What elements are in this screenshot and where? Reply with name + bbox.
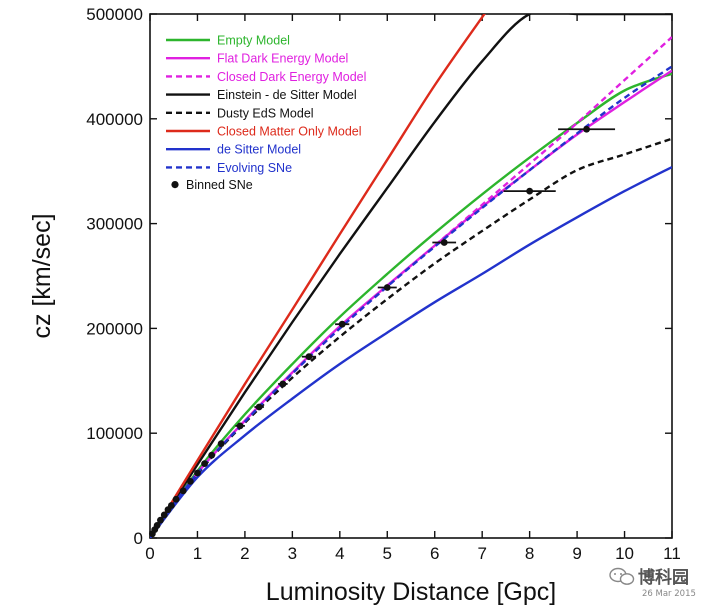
- plot-frame: [149, 13, 673, 539]
- x-tick-label: 2: [240, 544, 249, 563]
- series-line-einstein-de-sitter-model: [150, 14, 672, 538]
- legend-swatch-binned-sne: [171, 181, 179, 189]
- legend-label-flat-dark-energy-model: Flat Dark Energy Model: [217, 52, 348, 66]
- series-line-evolving-sne: [150, 65, 672, 538]
- legend-label-closed-dark-energy-model: Closed Dark Energy Model: [217, 70, 366, 84]
- x-tick-label: 4: [335, 544, 344, 563]
- binned-sne-point: [160, 511, 168, 519]
- binned-sne-point: [279, 380, 287, 388]
- legend-label-einstein-de-sitter-model: Einstein - de Sitter Model: [217, 88, 357, 102]
- x-tick-label: 11: [663, 544, 681, 563]
- series-line-dusty-eds-model: [150, 137, 672, 538]
- x-tick-label: 10: [615, 544, 634, 563]
- binned-sne-point: [179, 487, 187, 495]
- y-tick-label: 200000: [86, 319, 143, 338]
- legend-label-dusty-eds-model: Dusty EdS Model: [217, 106, 314, 120]
- watermark: 博科园 26 Mar 2015: [609, 567, 696, 599]
- legend-label-closed-matter-only-model: Closed Matter Only Model: [217, 125, 362, 139]
- binned-sne-point: [255, 403, 263, 411]
- binned-sne-point: [383, 284, 391, 291]
- y-tick-label: 500000: [86, 5, 143, 24]
- y-tick-label: 400000: [86, 110, 143, 129]
- legend: Empty Model Flat Dark Energy Model Closed …: [166, 34, 366, 192]
- y-axis-title: cz [km/sec]: [28, 213, 56, 338]
- series-lines: [150, 14, 672, 538]
- binned-sne-point: [157, 516, 164, 524]
- legend-label-de-sitter-model: de Sitter Model: [217, 143, 301, 157]
- wechat-logo-icon: [609, 567, 635, 585]
- y-tick-label: 300000: [86, 215, 143, 234]
- series-line-empty-model: [150, 72, 672, 538]
- x-tick-label: 7: [477, 544, 486, 563]
- series-line-closed-matter-only-model: [150, 14, 486, 538]
- binned-sne-point: [305, 353, 313, 361]
- binned-sne-point: [201, 460, 208, 467]
- binned-sne-point: [583, 125, 590, 133]
- x-tick-label: 9: [572, 544, 581, 563]
- series-line-flat-dark-energy-model: [150, 69, 672, 538]
- binned-sne-point: [217, 440, 225, 448]
- watermark-text: 博科园: [638, 567, 689, 588]
- x-tick-label: 5: [383, 544, 392, 563]
- y-tick-label: 0: [134, 529, 143, 548]
- binned-sne-point: [236, 422, 244, 430]
- x-tick-label: 0: [145, 544, 154, 563]
- binned-sne-point: [186, 478, 194, 485]
- x-tick-label: 1: [193, 544, 202, 563]
- binned-sne-point: [194, 469, 201, 477]
- binned-sne-point: [167, 502, 175, 509]
- x-tick-label: 6: [430, 544, 439, 563]
- binned-sne-point: [153, 522, 161, 529]
- x-tick-label: 8: [525, 544, 534, 563]
- binned-sne-point: [208, 451, 216, 459]
- binned-sne-point: [172, 495, 180, 503]
- legend-label-evolving-sne: Evolving SNe: [217, 161, 292, 175]
- binned-sne-point: [338, 320, 346, 328]
- axes: 0 1 2 3 4 5 6 7 8 9 10 11 0 100000 200000 300000 400000 5…: [86, 5, 681, 563]
- legend-label-binned-sne: Binned SNe: [186, 178, 253, 192]
- binned-sne-point: [526, 187, 534, 195]
- x-tick-label: 3: [288, 544, 297, 563]
- binned-sne-points: [148, 125, 616, 538]
- legend-label-empty-model: Empty Model: [217, 34, 290, 48]
- x-axis-title: Luminosity Distance [Gpc]: [266, 578, 556, 606]
- series-line-de-sitter-model: [150, 165, 672, 538]
- binned-sne-point: [440, 239, 448, 246]
- y-tick-label: 100000: [86, 424, 143, 443]
- watermark-date: 26 Mar 2015: [642, 589, 696, 599]
